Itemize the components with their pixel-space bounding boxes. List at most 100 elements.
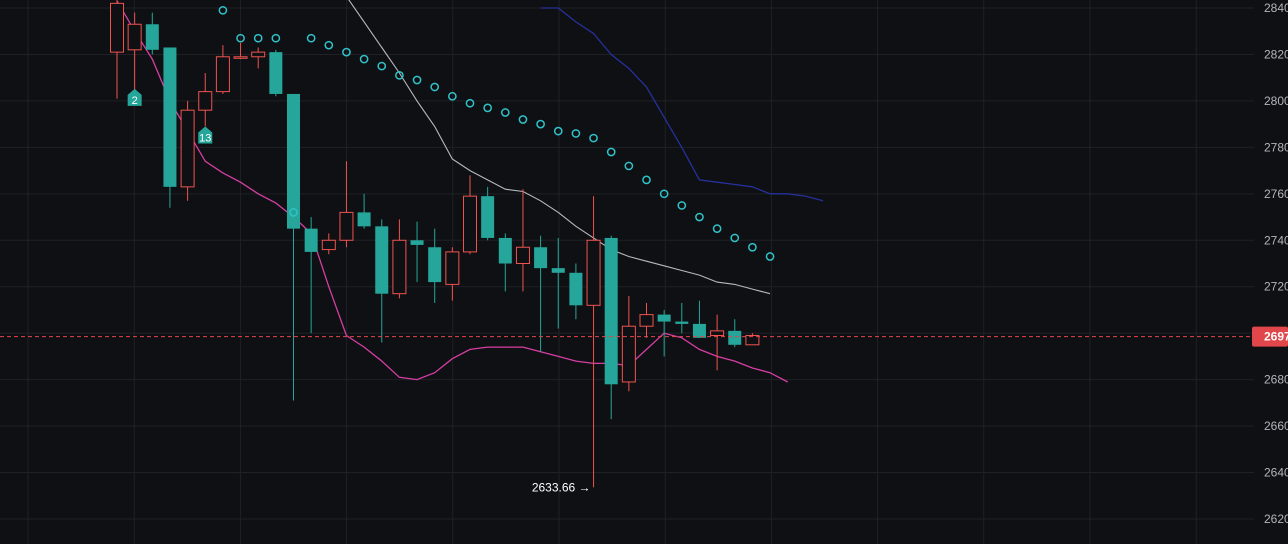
candle-body-down[interactable]: [269, 52, 283, 94]
current-price-tag[interactable]: 2697: [1252, 326, 1288, 347]
signal-markers[interactable]: 2 13: [127, 88, 213, 145]
current-price-tag-bg: [1252, 326, 1288, 347]
psar-dot: [377, 61, 387, 71]
psar-dot: [430, 82, 440, 92]
psar-dots: [218, 5, 775, 261]
price-axis-background: [1254, 0, 1288, 544]
candle-body-up[interactable]: [445, 251, 460, 285]
psar-dot: [395, 71, 404, 80]
psar-dot: [730, 233, 740, 243]
candle-body-up[interactable]: [639, 314, 654, 327]
upper-band-line: [540, 7, 824, 202]
psar-dot: [536, 119, 545, 129]
price-tick-label: 2760: [1264, 187, 1288, 201]
candle-body-up[interactable]: [621, 325, 636, 383]
candle-body-down[interactable]: [551, 268, 565, 273]
price-tick-label: 2620: [1264, 512, 1288, 526]
candle-body-up[interactable]: [586, 239, 601, 306]
marker-label: 2: [132, 95, 138, 107]
price-tick-label: 2740: [1264, 233, 1288, 247]
candle-body-down[interactable]: [657, 314, 671, 322]
candle-body-down[interactable]: [287, 93, 300, 229]
candle-body-up[interactable]: [321, 239, 336, 251]
marker-shape: [198, 126, 213, 144]
psar-dot: [571, 129, 581, 138]
marker-shape: [127, 88, 142, 106]
psar-dot: [553, 126, 563, 136]
annotations: 2633.66 →: [0, 336, 1254, 494]
candle-body-down[interactable]: [428, 247, 442, 283]
psar-dot: [765, 252, 775, 261]
psar-dot: [448, 91, 457, 101]
psar-dot: [271, 33, 281, 43]
candles[interactable]: [110, 0, 760, 488]
psar-dot: [483, 103, 492, 113]
price-axis[interactable]: 2840282028002780276027402720270026802660…: [1252, 0, 1288, 544]
candle-body-down[interactable]: [410, 240, 424, 245]
price-tick-label: 2800: [1264, 94, 1288, 108]
psar-dot: [324, 40, 334, 50]
candle-body-down[interactable]: [145, 24, 159, 50]
psar-dot: [659, 189, 669, 199]
candle-body-up[interactable]: [339, 211, 354, 241]
candle-body-down[interactable]: [163, 47, 177, 187]
price-tick-label: 2780: [1264, 140, 1288, 154]
psar-dot: [218, 5, 228, 15]
candle-body-up[interactable]: [251, 51, 266, 58]
psar-dot: [624, 161, 634, 171]
candle-body-up[interactable]: [110, 2, 124, 53]
moving-average-line: [348, 0, 771, 295]
psar-dot: [465, 98, 475, 108]
candle-body-up[interactable]: [463, 195, 477, 253]
price-tick-label: 2680: [1264, 373, 1288, 387]
candle-body-up[interactable]: [198, 91, 213, 111]
candle-body-up[interactable]: [180, 109, 195, 188]
psar-dot: [748, 242, 757, 252]
psar-dot: [606, 147, 616, 157]
psar-dot: [253, 33, 263, 43]
candle-body-down[interactable]: [498, 237, 512, 264]
price-tick-label: 2820: [1264, 47, 1288, 61]
candle-body-up[interactable]: [233, 56, 248, 59]
candle-body-up[interactable]: [392, 239, 407, 295]
candle-body-up[interactable]: [127, 23, 142, 51]
candle-body-down[interactable]: [569, 272, 583, 306]
candle-body-down[interactable]: [357, 212, 371, 227]
candle-body-up[interactable]: [745, 335, 760, 346]
psar-dot: [712, 224, 722, 234]
psar-dot: [359, 54, 369, 64]
psar-dot: [236, 33, 245, 43]
low-price-label: 2633.66 →: [532, 480, 591, 494]
psar-dot: [500, 108, 510, 117]
psar-dot: [412, 75, 422, 85]
candle-body-up[interactable]: [215, 56, 230, 93]
candle-body-up[interactable]: [515, 246, 530, 264]
marker-label: 13: [199, 132, 211, 144]
price-tick-label: 2840: [1264, 1, 1288, 15]
price-tick-label: 2660: [1264, 419, 1288, 433]
signal-marker[interactable]: 13: [198, 126, 213, 144]
candle-body-up[interactable]: [710, 330, 725, 337]
candle-body-down[interactable]: [728, 330, 742, 345]
psar-dot: [342, 47, 351, 57]
candle-body-down[interactable]: [481, 196, 495, 238]
psar-dot: [306, 33, 316, 43]
candle-body-down[interactable]: [304, 228, 318, 252]
candle-body-down[interactable]: [534, 247, 548, 269]
current-price-value: 2697: [1264, 330, 1288, 344]
psar-dot: [589, 133, 598, 143]
psar-dot: [642, 175, 651, 185]
price-tick-label: 2640: [1264, 466, 1288, 480]
psar-dot: [518, 115, 528, 124]
price-tick-label: 2720: [1264, 280, 1288, 294]
candle-body-down[interactable]: [375, 226, 389, 294]
psar-dot: [289, 208, 298, 217]
candle-body-down[interactable]: [604, 237, 618, 385]
candle-body-down[interactable]: [675, 321, 689, 324]
signal-marker[interactable]: 2: [127, 88, 142, 107]
candle-body-down[interactable]: [692, 323, 706, 338]
psar-dot: [695, 212, 704, 222]
